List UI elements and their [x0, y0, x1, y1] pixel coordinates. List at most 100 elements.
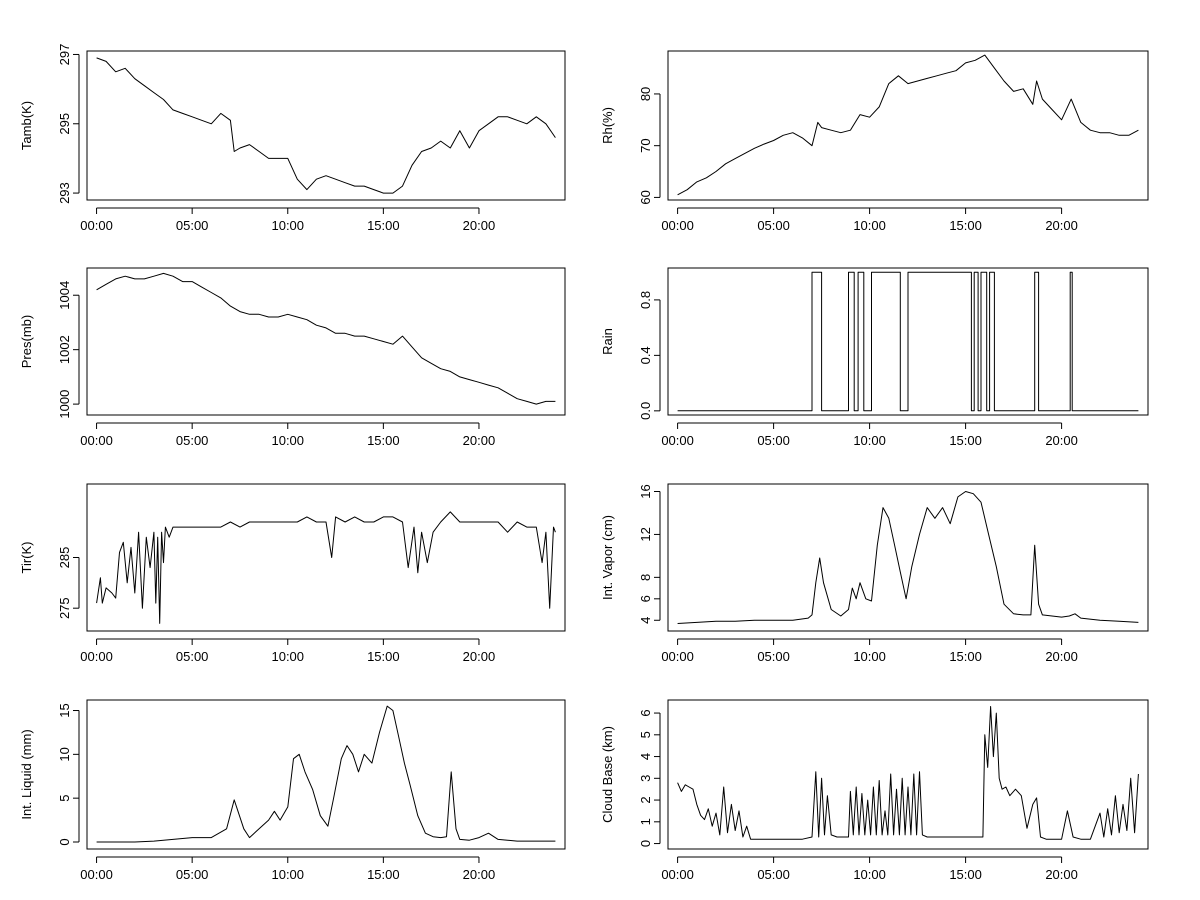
y-tick-label: 3	[638, 775, 653, 782]
y-tick-label: 1002	[57, 335, 72, 364]
series-line-1	[677, 491, 1139, 624]
y-tick-label: 80	[638, 87, 653, 101]
plot-frame	[86, 267, 566, 416]
y-axis-label: Tir(K)	[19, 541, 34, 573]
x-tick-label: 00:00	[661, 649, 694, 664]
x-tick-label: 15:00	[949, 649, 982, 664]
x-tick-label: 10:00	[853, 433, 886, 448]
x-tick-label: 00:00	[80, 867, 113, 882]
x-tick-label: 05:00	[757, 433, 790, 448]
y-tick-label: 0.0	[638, 402, 653, 420]
panel-8: 00:00 05:00 10:00 15:00 20:00 0 1 2 3 4 5 6 Cloud Ba…	[600, 699, 1149, 882]
y-tick-label: 1	[638, 818, 653, 825]
y-tick-label: 2	[638, 796, 653, 803]
y-tick-label: 8	[638, 574, 653, 581]
x-tick-label: 20:00	[1045, 867, 1078, 882]
y-tick-label: 293	[57, 182, 72, 204]
panel-4: 00:00 05:00 10:00 15:00 20:00 0.0 0.4 0.8 Rain	[600, 267, 1149, 448]
x-tick-label: 05:00	[176, 433, 209, 448]
x-tick-label: 20:00	[1045, 433, 1078, 448]
x-tick-label: 15:00	[367, 218, 400, 233]
x-tick-label: 10:00	[853, 218, 886, 233]
x-tick-label: 05:00	[757, 867, 790, 882]
x-tick-label: 00:00	[80, 218, 113, 233]
series-line-1	[96, 57, 556, 194]
plot-frame	[667, 483, 1149, 632]
x-tick-label: 00:00	[80, 649, 113, 664]
y-axis-label: Tamb(K)	[19, 101, 34, 150]
x-tick-label: 10:00	[271, 867, 304, 882]
plot-frame	[86, 50, 566, 201]
panel-1: 00:00 05:00 10:00 15:00 20:00 293 295 297 Tamb(K…	[19, 44, 566, 233]
series-line-1	[96, 511, 556, 624]
y-tick-label: 4	[638, 617, 653, 624]
y-tick-label: 4	[638, 753, 653, 760]
y-tick-label: 12	[638, 527, 653, 541]
x-tick-label: 15:00	[949, 867, 982, 882]
panel-2: 00:00 05:00 10:00 15:00 20:00 60 70 80 Rh(%)	[600, 50, 1149, 233]
y-axis-label: Pres(mb)	[19, 315, 34, 368]
x-tick-label: 10:00	[271, 433, 304, 448]
x-tick-label: 10:00	[271, 649, 304, 664]
plot-frame	[86, 699, 566, 850]
y-tick-label: 0.4	[638, 346, 653, 364]
y-tick-label: 70	[638, 138, 653, 152]
panel-5: 00:00 05:00 10:00 15:00 20:00 275 285 Tir(K)	[19, 483, 566, 664]
panel-3: 00:00 05:00 10:00 15:00 20:00 1000 1002 1004 Pre…	[19, 267, 566, 448]
y-tick-label: 0	[57, 838, 72, 845]
y-axis-label: Int. Liquid (mm)	[19, 729, 34, 819]
y-tick-label: 15	[57, 703, 72, 717]
x-tick-label: 20:00	[463, 649, 496, 664]
x-tick-label: 10:00	[853, 867, 886, 882]
y-tick-label: 5	[57, 795, 72, 802]
x-tick-label: 20:00	[1045, 218, 1078, 233]
y-tick-label: 60	[638, 190, 653, 204]
x-tick-label: 10:00	[271, 218, 304, 233]
y-tick-label: 285	[57, 547, 72, 569]
y-tick-label: 16	[638, 484, 653, 498]
x-tick-label: 10:00	[853, 649, 886, 664]
x-tick-label: 15:00	[949, 218, 982, 233]
y-tick-label: 297	[57, 44, 72, 66]
plot-frame	[667, 267, 1149, 416]
y-tick-label: 6	[638, 595, 653, 602]
series-line-1	[96, 705, 556, 843]
x-tick-label: 15:00	[367, 867, 400, 882]
panel-7: 00:00 05:00 10:00 15:00 20:00 0 5 10 15 Int. Liqu…	[19, 699, 566, 882]
y-axis-label: Rh(%)	[600, 107, 615, 144]
plot-frame	[667, 699, 1149, 850]
x-tick-label: 20:00	[463, 218, 496, 233]
x-tick-label: 00:00	[80, 433, 113, 448]
y-tick-label: 0.8	[638, 291, 653, 309]
x-tick-label: 00:00	[661, 867, 694, 882]
y-tick-label: 1004	[57, 281, 72, 310]
x-tick-label: 20:00	[1045, 649, 1078, 664]
x-tick-label: 05:00	[176, 218, 209, 233]
series-line-1	[96, 272, 556, 405]
x-tick-label: 00:00	[661, 433, 694, 448]
y-axis-label: Int. Vapor (cm)	[600, 515, 615, 600]
plot-frame	[86, 483, 566, 632]
x-tick-label: 15:00	[949, 433, 982, 448]
x-tick-label: 20:00	[463, 433, 496, 448]
y-tick-label: 10	[57, 747, 72, 761]
y-tick-label: 0	[638, 840, 653, 847]
x-tick-label: 05:00	[757, 649, 790, 664]
y-axis-label: Rain	[600, 328, 615, 355]
series-line-1	[677, 706, 1139, 840]
plot-frame	[667, 50, 1149, 201]
x-tick-label: 05:00	[176, 649, 209, 664]
series-line-1	[677, 271, 1139, 412]
series-line-1	[677, 54, 1139, 196]
x-tick-label: 05:00	[757, 218, 790, 233]
x-tick-label: 15:00	[367, 649, 400, 664]
y-tick-label: 295	[57, 113, 72, 135]
x-tick-label: 20:00	[463, 867, 496, 882]
x-tick-label: 05:00	[176, 867, 209, 882]
panel-6: 00:00 05:00 10:00 15:00 20:00 4 6 8 12 16 Int. Vap…	[600, 483, 1149, 664]
y-tick-label: 5	[638, 731, 653, 738]
x-tick-label: 00:00	[661, 218, 694, 233]
y-axis-label: Cloud Base (km)	[600, 726, 615, 823]
y-tick-label: 1000	[57, 390, 72, 419]
